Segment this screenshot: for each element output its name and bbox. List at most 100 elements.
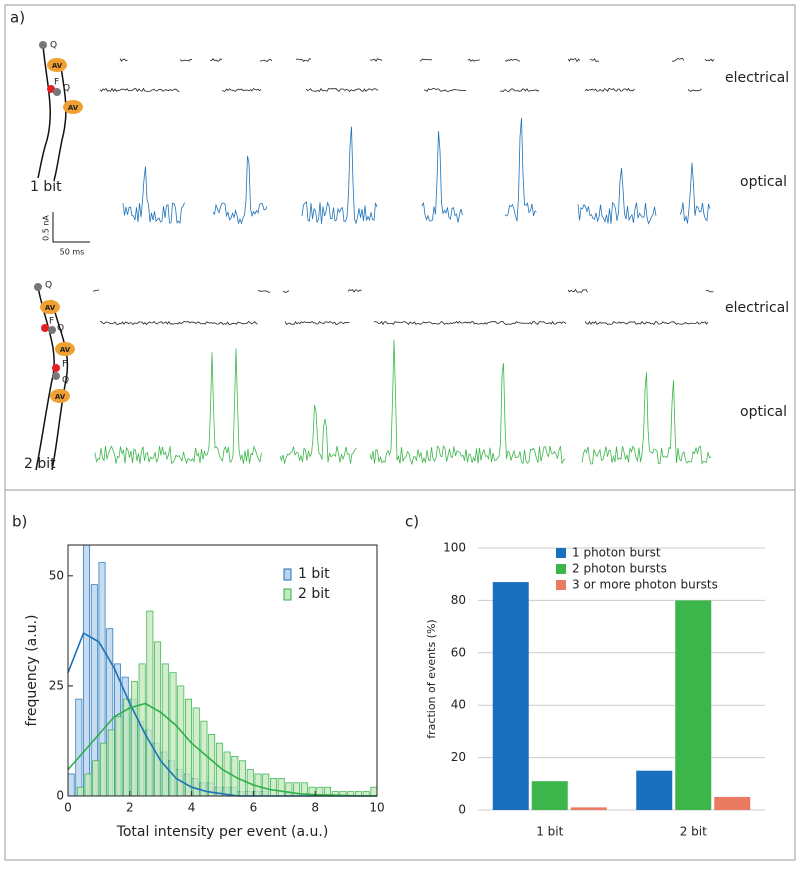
trace <box>259 59 273 62</box>
x-axis-label: Total intensity per event (a.u.) <box>116 824 329 840</box>
bar <box>67 773 75 797</box>
legend-swatch <box>283 568 292 581</box>
bar <box>192 707 200 797</box>
bar <box>492 582 529 810</box>
trace <box>589 58 599 62</box>
x-tick-label: 2 bit <box>680 825 707 839</box>
bar <box>138 663 146 797</box>
bar <box>83 544 91 797</box>
bar <box>200 720 208 797</box>
track-label: optical <box>740 174 787 190</box>
panel-label: b) <box>12 513 27 531</box>
scale-label: 50 ms <box>60 248 85 257</box>
trace <box>301 126 378 225</box>
bar <box>107 729 115 797</box>
y-tick-label: 80 <box>451 593 466 607</box>
trace <box>369 58 383 62</box>
trace <box>221 88 262 92</box>
trace <box>423 88 467 93</box>
diagram-label: F <box>62 360 67 370</box>
legend-swatch <box>556 580 566 590</box>
trace <box>567 58 581 63</box>
y-tick-label: 50 <box>49 568 64 582</box>
bar <box>84 773 92 797</box>
x-tick-label: 10 <box>369 801 384 815</box>
trace <box>179 58 193 62</box>
y-tick-label: 0 <box>458 803 466 817</box>
trace <box>295 58 312 62</box>
x-tick-label: 4 <box>188 801 196 815</box>
diagram-label: F <box>49 317 54 327</box>
trace <box>679 162 711 224</box>
trace <box>92 289 100 292</box>
bar <box>100 742 107 797</box>
diagram-label: Q <box>62 376 69 386</box>
y-tick-label: 60 <box>451 645 466 659</box>
trace <box>94 348 262 465</box>
trace <box>119 58 128 63</box>
bar <box>161 663 169 797</box>
scale-label: 0.5 nA <box>42 215 51 241</box>
trace <box>581 372 712 465</box>
plot-frame <box>67 544 378 797</box>
y-axis-label: fraction of events (%) <box>425 619 438 738</box>
legend-swatch <box>556 564 566 574</box>
trace <box>421 131 463 223</box>
bar <box>123 698 131 797</box>
trace <box>567 288 588 293</box>
trace <box>672 58 685 62</box>
trace <box>504 117 537 222</box>
diagram-parts <box>34 41 90 403</box>
trace <box>122 166 185 225</box>
track-label: electrical <box>725 70 789 86</box>
trace <box>704 58 715 62</box>
panel-label: a) <box>10 9 25 27</box>
x-tick-label: 2 <box>126 801 134 815</box>
bar <box>370 786 378 797</box>
y-tick-label: 40 <box>451 698 466 712</box>
diagram-label: AV <box>45 304 56 312</box>
bar <box>675 600 712 810</box>
trace <box>257 290 271 293</box>
trace <box>282 290 290 293</box>
diagram-label: AV <box>68 104 79 112</box>
bar <box>714 796 751 810</box>
bar <box>285 782 293 797</box>
x-tick-label: 6 <box>250 801 258 815</box>
trace <box>419 58 433 62</box>
diagram-label: F <box>54 78 59 88</box>
bar <box>146 610 154 797</box>
bar <box>531 781 568 810</box>
trace <box>705 289 714 293</box>
y-tick-label: 25 <box>49 678 64 692</box>
bar <box>570 807 607 810</box>
bar <box>154 641 162 797</box>
diagram-label: Q <box>63 84 70 94</box>
x-tick-label: 0 <box>64 801 72 815</box>
row-label: 1 bit <box>30 179 62 195</box>
bar <box>270 778 277 797</box>
trace <box>279 405 357 464</box>
trace <box>99 320 258 326</box>
trace <box>687 88 702 92</box>
row-label: 2 bit <box>24 456 56 472</box>
bar <box>92 760 100 797</box>
y-tick-label: 100 <box>443 541 466 555</box>
x-tick-label: 8 <box>311 801 319 815</box>
legend-label: 1 bit <box>298 566 330 582</box>
bar <box>185 698 192 797</box>
bar <box>115 716 123 797</box>
bar <box>636 770 673 810</box>
trace <box>373 320 567 326</box>
panel-label: c) <box>405 513 419 531</box>
bar <box>262 773 270 797</box>
legend-label: 3 or more photon bursts <box>572 578 718 592</box>
frame <box>4 4 796 861</box>
trace <box>212 155 268 225</box>
y-tick-label: 20 <box>451 750 466 764</box>
y-tick-label: 0 <box>56 789 64 803</box>
bar <box>208 734 216 797</box>
bar <box>239 760 247 797</box>
track-label: electrical <box>725 300 789 316</box>
